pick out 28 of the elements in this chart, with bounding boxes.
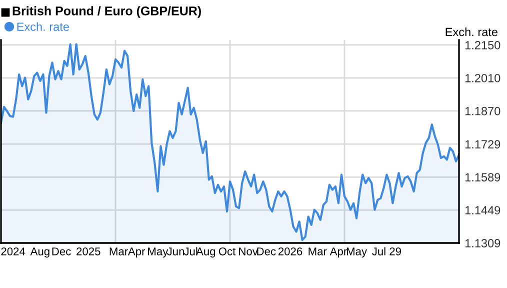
x-tick-label: Apr: [330, 248, 347, 258]
y-tick-label: 1.1589: [465, 173, 500, 182]
x-tick-label: May: [148, 248, 168, 258]
y-tick-label: 1.1870: [465, 106, 500, 116]
x-tick-label: 2024: [1, 247, 26, 256]
y-tick-label: 1.1729: [465, 140, 500, 148]
x-tick-label: 2026: [278, 247, 302, 256]
x-tick-label: Jul 29: [372, 247, 401, 256]
y-tick-label: 1.1309: [465, 239, 500, 248]
x-tick-label: Mar: [110, 248, 128, 256]
x-tick-label: Aug: [30, 248, 50, 258]
x-tick-label: Apr: [128, 248, 146, 258]
x-tick-label: Oct: [218, 247, 236, 256]
x-tick-label: Dec: [52, 248, 71, 256]
y-tick-label: 1.2150: [465, 40, 500, 50]
chart-title: British Pound / Euro (GBP/EUR): [12, 6, 201, 18]
x-tick-label: Mar: [308, 248, 327, 256]
x-tick-label: Aug: [196, 248, 216, 258]
y-tick-label: 1.1449: [465, 206, 500, 214]
y-tick-label: 1.2010: [465, 74, 500, 82]
legend-label: Exch. rate: [17, 22, 69, 31]
x-tick-label: Jul: [184, 247, 198, 256]
x-tick-label: Nov: [239, 248, 258, 256]
x-tick-label: 2025: [76, 247, 100, 256]
x-tick-label: Jun: [166, 248, 184, 256]
y-axis-title: Exch. rate: [446, 28, 498, 36]
x-tick-label: Dec: [257, 248, 276, 256]
x-tick-label: May: [346, 248, 368, 258]
